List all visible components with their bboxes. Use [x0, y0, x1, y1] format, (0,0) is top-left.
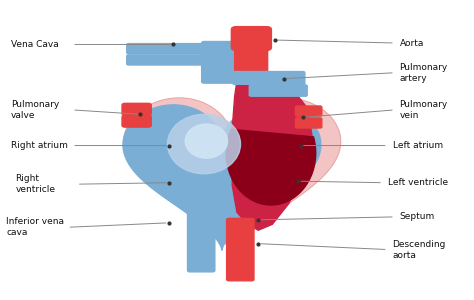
Text: Septum: Septum [400, 212, 435, 221]
Text: Pulmonary
valve: Pulmonary valve [11, 100, 59, 120]
Text: Pulmonary
vein: Pulmonary vein [400, 100, 448, 120]
FancyBboxPatch shape [127, 55, 213, 65]
Text: Right
ventricle: Right ventricle [16, 174, 55, 194]
Polygon shape [123, 105, 321, 250]
Polygon shape [231, 64, 312, 230]
Text: Descending
aorta: Descending aorta [392, 239, 446, 260]
FancyBboxPatch shape [249, 85, 307, 96]
FancyBboxPatch shape [127, 44, 213, 54]
Polygon shape [226, 129, 316, 205]
Text: Aorta: Aorta [400, 38, 424, 47]
Text: Left atrium: Left atrium [392, 141, 443, 150]
Text: Left ventricle: Left ventricle [388, 178, 448, 187]
FancyBboxPatch shape [233, 71, 305, 84]
Ellipse shape [167, 114, 240, 174]
Polygon shape [124, 98, 341, 257]
FancyBboxPatch shape [122, 103, 151, 115]
Text: Vena Cava: Vena Cava [11, 40, 59, 49]
FancyBboxPatch shape [201, 41, 235, 83]
FancyBboxPatch shape [227, 218, 254, 281]
Text: Inferior vena
cava: Inferior vena cava [6, 217, 64, 237]
Text: Pulmonary
artery: Pulmonary artery [400, 63, 448, 83]
Ellipse shape [185, 124, 228, 158]
Text: Right atrium: Right atrium [11, 141, 68, 150]
FancyBboxPatch shape [188, 206, 215, 272]
FancyBboxPatch shape [235, 38, 268, 80]
FancyBboxPatch shape [122, 115, 151, 127]
FancyBboxPatch shape [295, 106, 322, 116]
FancyBboxPatch shape [231, 27, 272, 50]
FancyBboxPatch shape [295, 118, 322, 128]
